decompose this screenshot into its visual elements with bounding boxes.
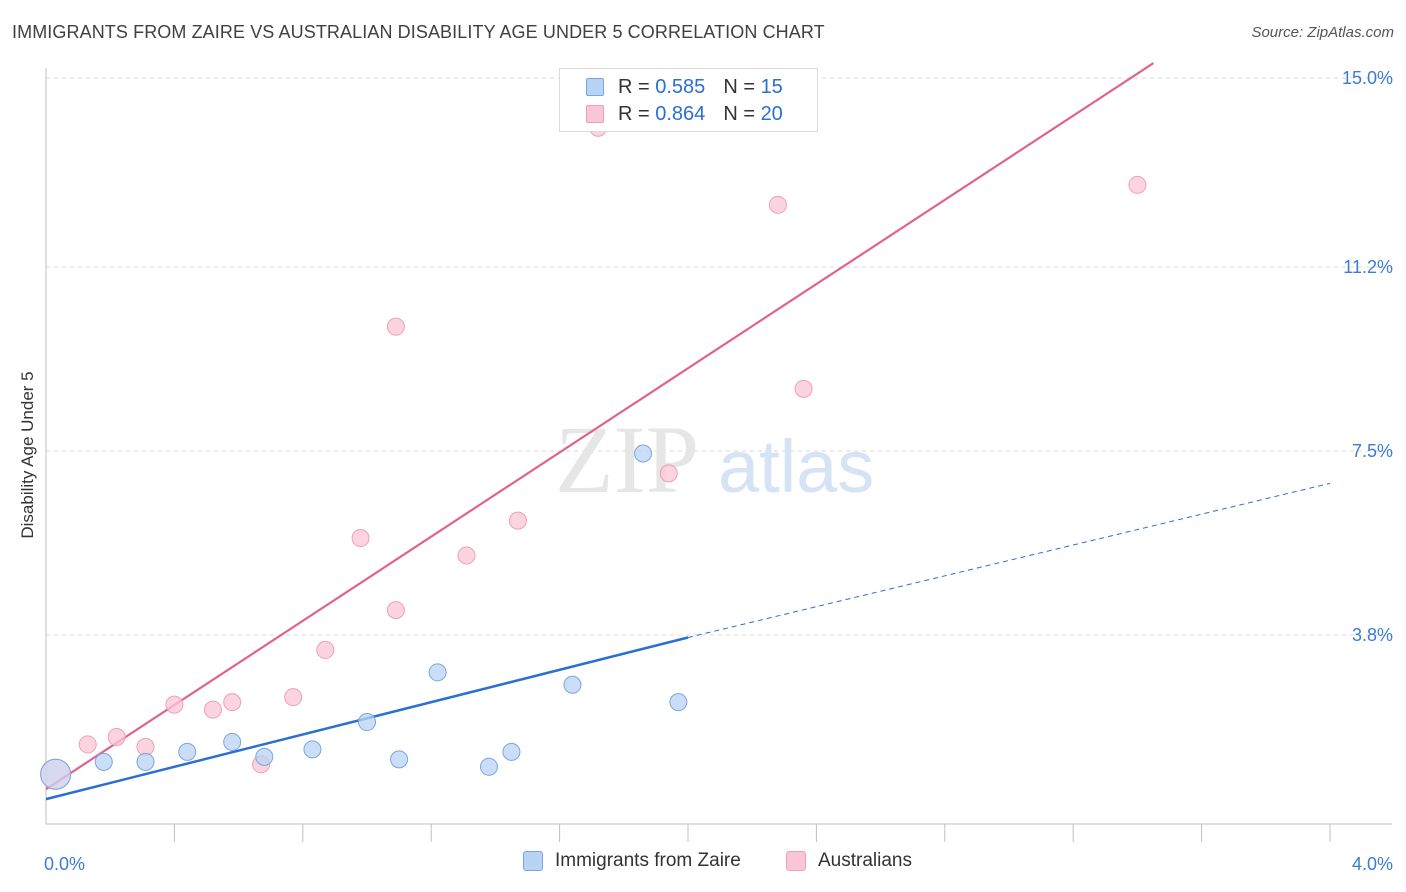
y-axis-label: Disability Age Under 5 [18,371,37,539]
chart-title: IMMIGRANTS FROM ZAIRE VS AUSTRALIAN DISA… [12,22,825,42]
x-tick-label-min: 0.0% [44,854,85,874]
series-legend-zaire[interactable]: Immigrants from Zaire [523,850,741,872]
point-zaire [358,713,376,732]
point-australians [386,601,405,620]
point-zaire [136,752,155,771]
legend-swatch-blue [586,78,604,96]
y-tick-label: 15.0% [1342,68,1393,88]
watermark-zip: ZIP [555,406,699,513]
points-layer [40,118,1147,790]
point-australians [78,735,97,754]
point-zaire [479,757,498,776]
legend-r-value: 0.864 [655,102,706,125]
series-name: Immigrants from Zaire [555,850,741,871]
trendline-australians [45,62,1155,791]
y-tick-label: 7.5% [1352,441,1393,461]
point-zaire [428,663,447,682]
legend-r-value: 0.585 [655,75,706,98]
point-australians [508,511,527,530]
legend-row-zaire: R = 0.585 N = 15 [586,74,783,100]
legend-swatch-pink [586,105,604,123]
legend-row-australians: R = 0.864 N = 20 [586,101,783,127]
tick-label-layer: 3.8% 7.5% 11.2% 15.0% 0.0% 4.0% [44,68,1393,874]
y-tick-label: 11.2% [1343,257,1393,277]
series-name: Australians [818,850,912,871]
point-australians [659,464,678,483]
point-zaire [634,444,653,463]
trendline-zaire-extension [687,482,1331,638]
point-zaire [669,693,688,712]
legend-n-value: 20 [760,102,783,125]
watermark-atlas: atlas [718,425,874,508]
point-australians [794,379,813,398]
point-zaire [178,742,197,761]
point-zaire [390,750,409,769]
point-australians [223,693,242,712]
point-zaire [255,747,274,766]
y-tick-label: 3.8% [1352,625,1393,645]
point-zaire [223,732,242,751]
point-australians [386,317,405,336]
legend-n-label: N = [723,102,755,125]
point-australians [1128,175,1147,194]
point-zaire [502,742,521,761]
point-zaire [40,758,72,790]
x-tick-label-max: 4.0% [1352,854,1393,874]
legend-n-label: N = [723,75,755,98]
legend-r-label: R = [618,75,650,98]
point-zaire [303,740,322,759]
grid-layer [46,77,1392,636]
source-label: Source: ZipAtlas.com [1251,24,1394,41]
point-zaire [563,675,582,694]
point-australians [316,640,335,659]
point-zaire [94,752,113,771]
point-australians [165,695,184,714]
point-australians [107,727,126,746]
series-legend-australians[interactable]: Australians [786,850,912,872]
point-australians [768,195,787,214]
series-swatch-blue [523,851,543,871]
point-australians [284,688,303,707]
axis-layer [45,68,1392,842]
legend-r-label: R = [618,102,650,125]
legend-n-value: 15 [760,75,783,98]
point-australians [457,546,476,565]
point-australians [203,700,222,719]
series-swatch-pink [786,851,806,871]
point-australians [351,529,370,548]
correlation-legend: R = 0.585 N = 15 R = 0.864 N = 20 [559,68,818,132]
watermark: ZIP atlas [555,406,874,513]
